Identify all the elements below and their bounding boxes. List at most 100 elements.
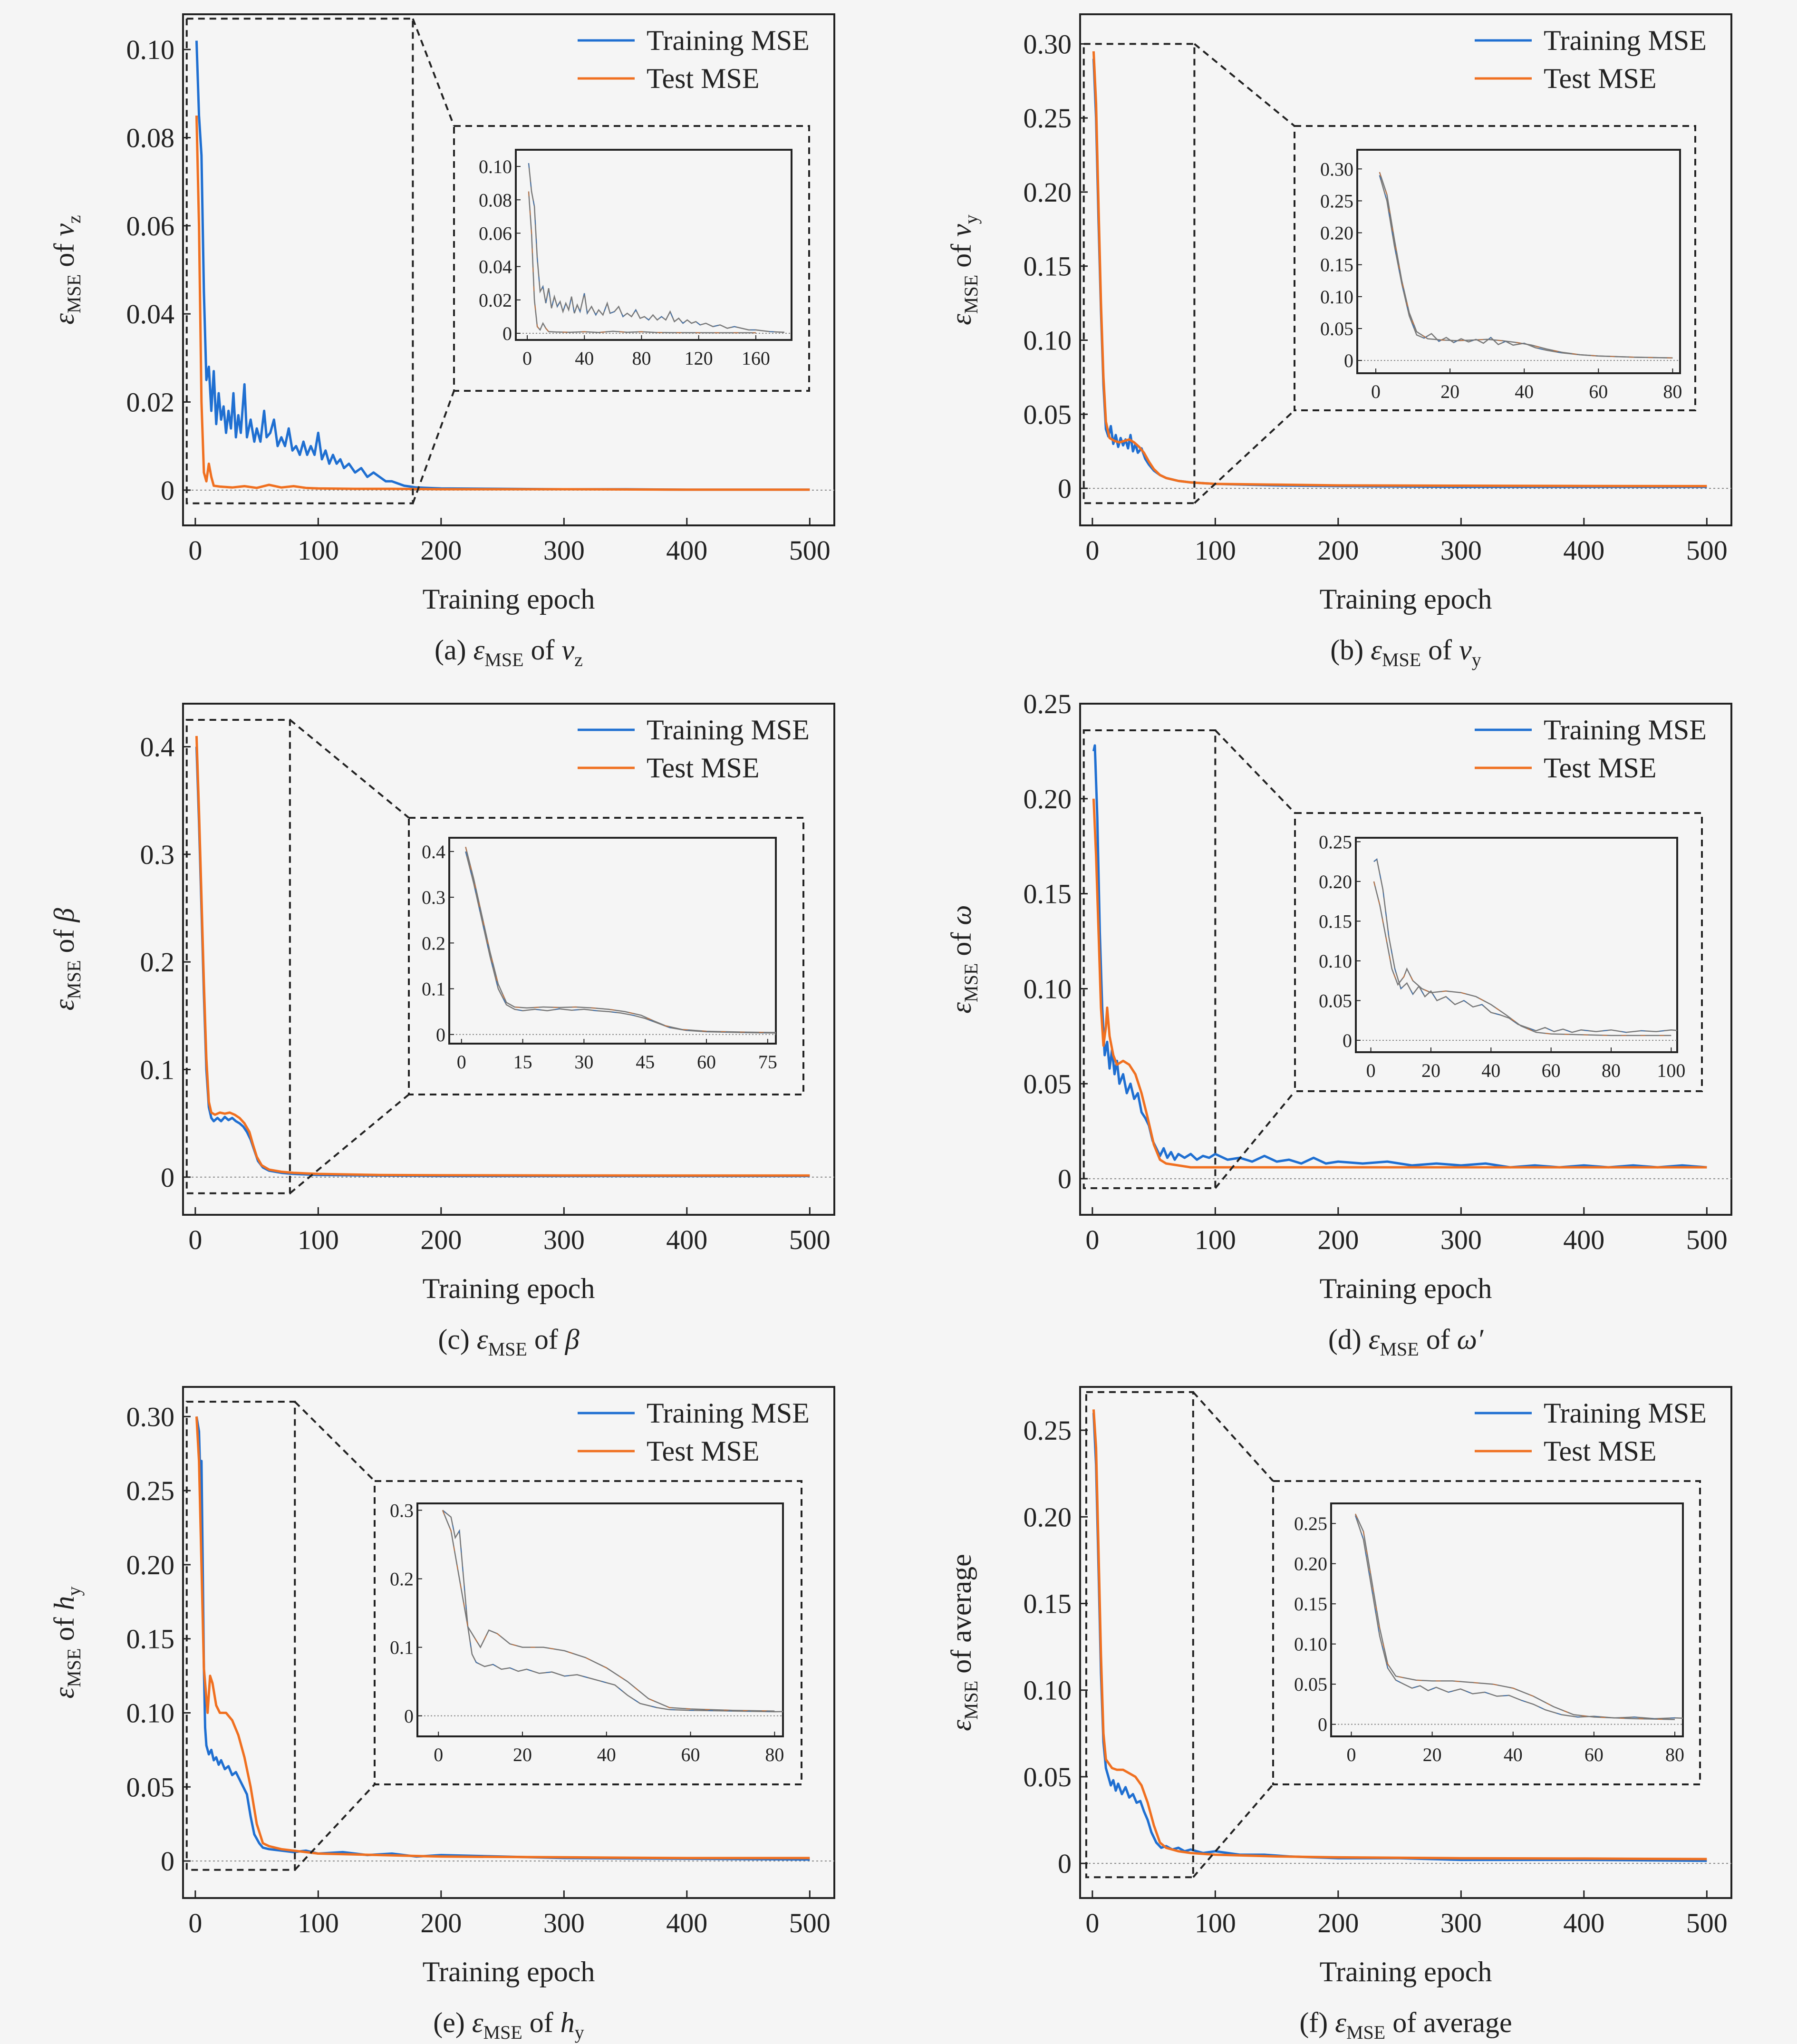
plot-frame — [1079, 703, 1732, 1216]
y-tick-label: 0.05 — [1024, 399, 1072, 430]
x-tick-label: 300 — [543, 1224, 585, 1255]
inset-plot: 0 40 80 120 160 0 0.02 0.04 0.06 0.08 0.10 — [479, 149, 792, 369]
inset-y-tick-label: 0 — [1343, 1030, 1352, 1051]
caption-variable-subscript: y — [575, 2022, 584, 2043]
legend-label-test: Test MSE — [647, 752, 759, 784]
zoom-connector — [412, 390, 455, 504]
inset-y-tick-label: 0.4 — [422, 841, 445, 862]
y-tick-label: 0.25 — [1024, 103, 1072, 134]
y-label-epsilon: ε — [48, 999, 80, 1010]
y-tick-label: 0.25 — [1024, 1415, 1072, 1446]
inset-y-tick-label: 0.1 — [422, 978, 445, 1000]
y-tick-label: 0 — [161, 475, 174, 506]
inset-x-tick-label: 100 — [1657, 1060, 1685, 1081]
test-mse-line — [1092, 1409, 1707, 1860]
inset-plot: 0 15 30 45 60 75 0 0.1 0.2 0.3 0.4 — [422, 837, 777, 1073]
y-tick-label: 0 — [1058, 1848, 1072, 1879]
inset-test-accent — [442, 1510, 775, 1712]
inset-y-tick-label: 0.10 — [479, 156, 512, 177]
plot-frame — [182, 1386, 835, 1899]
inset-x-tick-label: 40 — [1515, 381, 1534, 402]
y-label-variable: v — [48, 223, 80, 236]
caption-variable: ω′ — [1457, 1324, 1484, 1355]
panel-caption: (a) εMSE of vz — [435, 634, 583, 670]
inset-x-tick-label: 80 — [765, 1744, 784, 1765]
inset-y-tick-label: 0.20 — [1319, 871, 1352, 892]
panel-caption: (f) εMSE of average — [1299, 2007, 1512, 2043]
zoom-connector — [1194, 409, 1295, 504]
y-label-subscript: MSE — [960, 1681, 982, 1720]
x-tick-label: 100 — [298, 1224, 339, 1255]
inset-x-tick-label: 40 — [575, 348, 594, 369]
y-tick-label: 0.20 — [1024, 1502, 1072, 1532]
caption-variable: v — [1459, 634, 1472, 666]
caption-subscript: MSE — [483, 2022, 522, 2043]
x-tick-label: 500 — [1686, 1224, 1728, 1255]
y-label-subscript: MSE — [960, 963, 982, 1002]
caption-subscript: MSE — [488, 1338, 527, 1360]
x-tick-label: 500 — [789, 1908, 831, 1938]
inset-x-tick-label: 80 — [632, 348, 651, 369]
caption-subscript: MSE — [484, 649, 523, 670]
caption-variable: h — [560, 2007, 575, 2038]
test-mse-line — [1092, 798, 1707, 1169]
legend-label-training: Training MSE — [647, 714, 810, 746]
inset-frame — [1355, 837, 1678, 1053]
y-tick-label: 0.10 — [126, 1698, 175, 1729]
inset-x-tick-label: 0 — [1371, 381, 1381, 402]
inset-test-accent — [1379, 172, 1673, 358]
y-label-epsilon: ε — [946, 1720, 977, 1731]
inset-outer-box — [408, 817, 804, 1095]
y-label-variable: ω — [946, 905, 977, 925]
y-label-epsilon: ε — [946, 314, 977, 325]
legend-label-training: Training MSE — [1544, 714, 1707, 746]
x-tick-label: 400 — [1563, 1908, 1604, 1938]
x-tick-label: 300 — [1440, 1224, 1482, 1255]
y-tick-label: 0.05 — [1024, 1762, 1072, 1792]
x-tick-label: 400 — [1563, 1224, 1604, 1255]
inset-x-tick-label: 120 — [685, 348, 713, 369]
y-tick-label: 0.20 — [1024, 784, 1072, 814]
panel-b: 0 100 200 300 400 50000.050.100.150.200.250.3… — [946, 13, 1732, 670]
y-tick-label: 0.15 — [126, 1624, 175, 1655]
test-mse-line — [195, 116, 810, 491]
y-tick-label: 0.15 — [1024, 879, 1072, 910]
zoom-connector — [1192, 1783, 1274, 1878]
x-tick-label: 300 — [1440, 1908, 1482, 1938]
y-label-text: of — [48, 1610, 80, 1648]
inset-x-tick-label: 60 — [1584, 1744, 1604, 1765]
inset-x-tick-label: 60 — [697, 1051, 716, 1073]
inset-y-tick-label: 0.05 — [1319, 990, 1352, 1011]
inset-y-tick-label: 0 — [1344, 350, 1353, 371]
x-tick-label: 100 — [1195, 1908, 1236, 1938]
inset-y-tick-label: 0 — [436, 1024, 445, 1046]
inset-x-tick-label: 20 — [513, 1744, 532, 1765]
inset-x-tick-label: 80 — [1602, 1060, 1621, 1081]
y-axis-label: εMSE of β — [48, 908, 85, 1011]
inset-x-tick-label: 160 — [742, 348, 770, 369]
inset-x-tick-label: 0 — [1347, 1744, 1356, 1765]
x-axis-label: Training epoch — [423, 1956, 595, 1987]
caption-text: of — [527, 1324, 565, 1355]
x-tick-label: 200 — [420, 1908, 462, 1938]
zoom-region-box — [1085, 1391, 1194, 1879]
inset-test-accent — [1373, 881, 1671, 1036]
inset-y-tick-label: 0.08 — [479, 189, 512, 211]
zoom-region-box — [185, 718, 291, 1194]
y-tick-label: 0.4 — [140, 732, 175, 763]
legend-label-test: Test MSE — [1544, 63, 1656, 94]
x-axis-label: Training epoch — [423, 583, 595, 615]
inset-y-tick-label: 0.15 — [1319, 911, 1352, 932]
caption-prefix: (e) — [433, 2007, 472, 2038]
x-axis-label: Training epoch — [1320, 583, 1492, 615]
caption-prefix: (b) — [1330, 634, 1371, 666]
legend-label-test: Test MSE — [647, 1435, 759, 1467]
inset-y-tick-label: 0.2 — [422, 932, 445, 954]
caption-epsilon: ε — [1335, 2007, 1346, 2038]
caption-prefix: (f) — [1299, 2007, 1335, 2038]
legend-label-training: Training MSE — [1544, 1397, 1707, 1429]
zoom-region-box — [185, 1401, 296, 1871]
x-tick-label: 300 — [543, 1908, 585, 1938]
